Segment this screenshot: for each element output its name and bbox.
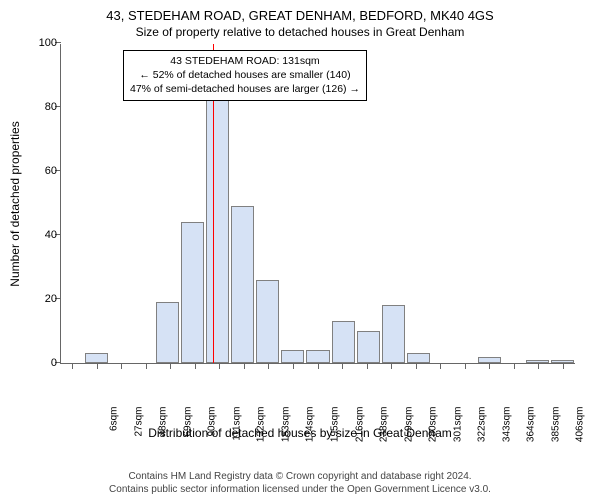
x-tick	[318, 364, 319, 369]
x-tick	[538, 364, 539, 369]
x-tick	[146, 364, 147, 369]
infobox-line-1: 43 STEDEHAM ROAD: 131sqm	[130, 54, 360, 68]
histogram-bar	[478, 357, 501, 363]
x-tick	[391, 364, 392, 369]
x-tick	[489, 364, 490, 369]
infobox-line-3: 47% of semi-detached houses are larger (…	[130, 82, 360, 96]
x-tick	[563, 364, 564, 369]
x-tick	[97, 364, 98, 369]
x-tick	[514, 364, 515, 369]
histogram-bar	[407, 353, 430, 363]
x-tick	[342, 364, 343, 369]
histogram-bar	[256, 280, 279, 363]
x-tick	[195, 364, 196, 369]
x-tick	[72, 364, 73, 369]
plot-area: 43 STEDEHAM ROAD: 131sqm ← 52% of detach…	[60, 44, 575, 364]
x-axis-ticks: 6sqm27sqm48sqm69sqm90sqm111sqm132sqm153s…	[60, 364, 575, 414]
y-tick-label: 80	[27, 101, 57, 113]
histogram-bar	[156, 302, 179, 363]
x-tick	[440, 364, 441, 369]
infobox-line-2: ← 52% of detached houses are smaller (14…	[130, 68, 360, 82]
histogram-bar	[206, 91, 229, 363]
x-axis-label: Distribution of detached houses by size …	[0, 426, 600, 440]
histogram-bar	[382, 305, 405, 363]
histogram-bar	[526, 360, 549, 363]
y-tick-label: 100	[27, 37, 57, 49]
footer-line-1: Contains HM Land Registry data © Crown c…	[0, 470, 600, 483]
property-infobox: 43 STEDEHAM ROAD: 131sqm ← 52% of detach…	[123, 50, 367, 101]
x-tick	[465, 364, 466, 369]
page-title-address: 43, STEDEHAM ROAD, GREAT DENHAM, BEDFORD…	[0, 0, 600, 23]
y-tick-label: 0	[27, 357, 57, 369]
histogram-bar	[181, 222, 204, 363]
x-tick	[268, 364, 269, 369]
histogram-bar	[281, 350, 304, 363]
chart: 43 STEDEHAM ROAD: 131sqm ← 52% of detach…	[60, 44, 575, 414]
histogram-bar	[332, 321, 355, 363]
histogram-bar	[357, 331, 380, 363]
x-tick	[170, 364, 171, 369]
x-tick	[416, 364, 417, 369]
histogram-bar	[85, 353, 108, 363]
x-tick	[244, 364, 245, 369]
x-tick	[367, 364, 368, 369]
x-tick	[121, 364, 122, 369]
histogram-bar	[551, 360, 574, 363]
footer-line-2: Contains public sector information licen…	[0, 483, 600, 496]
histogram-bar	[231, 206, 254, 363]
y-tick-label: 20	[27, 293, 57, 305]
histogram-bar	[306, 350, 329, 363]
footer-attribution: Contains HM Land Registry data © Crown c…	[0, 470, 600, 496]
x-tick	[293, 364, 294, 369]
y-tick-label: 60	[27, 165, 57, 177]
y-tick-label: 40	[27, 229, 57, 241]
y-axis-label: Number of detached properties	[8, 121, 22, 286]
page-title-desc: Size of property relative to detached ho…	[0, 23, 600, 39]
x-tick	[219, 364, 220, 369]
